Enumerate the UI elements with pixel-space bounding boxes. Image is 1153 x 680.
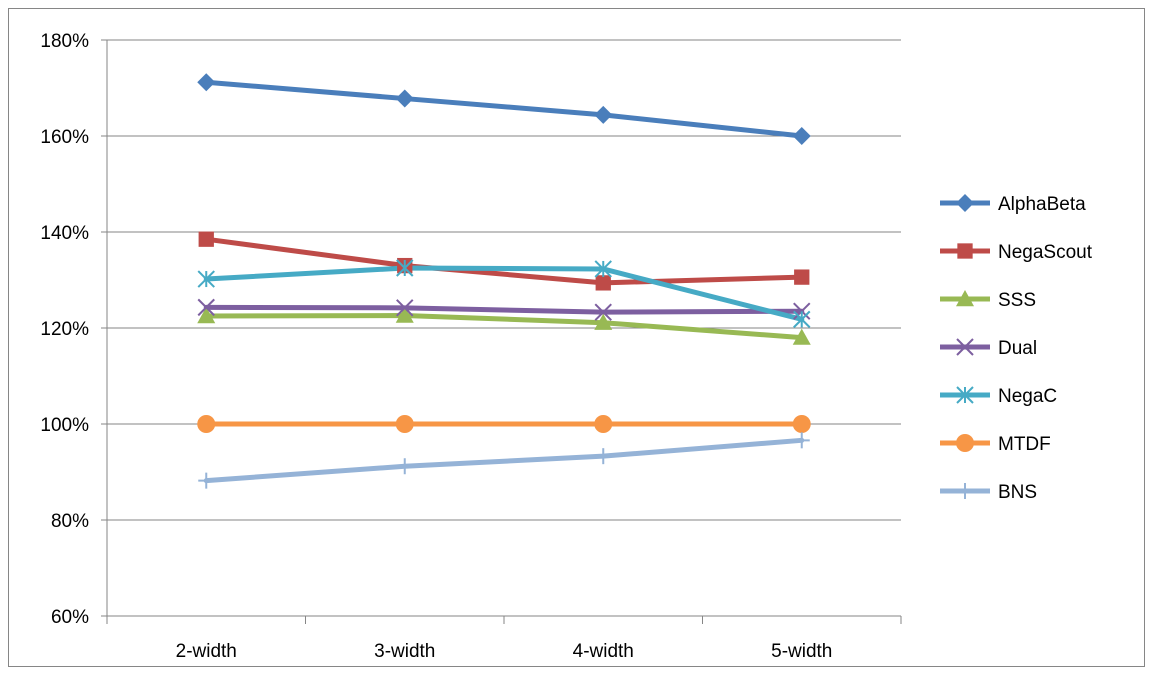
- series-line-dual: [203, 304, 805, 315]
- data-point-dual-5-width: [793, 302, 811, 320]
- data-point-negascout-2-width: [198, 231, 214, 247]
- data-point-bns-2-width: [198, 472, 215, 489]
- legend-marker-negascout: [957, 243, 973, 259]
- data-point-alphabeta-4-width: [594, 105, 613, 124]
- legend-marker-negac: [956, 386, 974, 404]
- legend-label-mtdf: MTDF: [998, 434, 1051, 455]
- legend-marker-sss: [956, 290, 974, 307]
- legend-marker-bns: [957, 483, 973, 499]
- x-tick-label-3-width: 3-width: [374, 641, 435, 662]
- series-lines: [203, 79, 805, 484]
- data-point-dual-4-width: [594, 303, 612, 321]
- data-point-sss-4-width: [594, 313, 613, 330]
- data-point-negascout-5-width: [794, 269, 810, 285]
- data-point-negac-3-width: [396, 259, 414, 277]
- y-tick-label-160: 160%: [40, 127, 89, 148]
- data-point-sss-3-width: [395, 306, 414, 323]
- data-point-bns-4-width: [595, 448, 612, 465]
- data-point-negac-2-width: [197, 270, 215, 288]
- data-point-negac-4-width: [594, 260, 612, 278]
- data-point-mtdf-3-width: [395, 415, 414, 433]
- data-point-sss-2-width: [197, 307, 216, 324]
- y-tick-label-100: 100%: [40, 415, 89, 436]
- legend-marker-dual: [956, 338, 974, 356]
- data-point-dual-2-width: [197, 298, 215, 317]
- data-point-bns-5-width: [793, 432, 810, 449]
- legend-marker-alphabeta: [956, 194, 974, 212]
- data-point-bns-3-width: [396, 458, 413, 475]
- legend-label-alphabeta: AlphaBeta: [998, 194, 1086, 215]
- chart-border: [8, 8, 1145, 667]
- data-point-alphabeta-2-width: [197, 73, 216, 92]
- x-tick-label-4-width: 4-width: [573, 641, 634, 662]
- series-line-negac: [203, 265, 805, 322]
- data-point-mtdf-5-width: [792, 415, 811, 433]
- legend-item-sss: SSS: [940, 290, 1036, 311]
- data-point-alphabeta-5-width: [792, 127, 811, 145]
- series-line-negascout: [203, 236, 805, 286]
- legend-label-bns: BNS: [998, 482, 1037, 503]
- y-tick-label-180: 180%: [40, 31, 89, 52]
- y-tick-label-60: 60%: [51, 607, 89, 628]
- legend-label-negascout: NegaScout: [998, 242, 1093, 263]
- data-point-alphabeta-3-width: [395, 89, 414, 108]
- data-point-mtdf-2-width: [197, 415, 216, 433]
- legend-label-negac: NegaC: [998, 386, 1057, 407]
- legend-item-alphabeta: AlphaBeta: [940, 194, 1086, 215]
- legend-item-negascout: NegaScout: [940, 242, 1093, 263]
- data-point-negac-5-width: [793, 310, 811, 329]
- data-point-dual-3-width: [396, 299, 414, 317]
- legend-item-mtdf: MTDF: [940, 434, 1051, 455]
- legend-label-sss: SSS: [998, 290, 1036, 311]
- data-point-negascout-4-width: [595, 275, 611, 291]
- series-line-bns: [203, 437, 805, 484]
- data-point-mtdf-4-width: [594, 415, 613, 433]
- axes: 60% 80% 100% 120% 140% 160% 180% 2-width 3-width…: [40, 31, 902, 662]
- legend: AlphaBeta NegaScout SSS Dual NegaC MTDF BNS: [940, 194, 1093, 503]
- y-tick-label-80: 80%: [51, 511, 89, 532]
- series-line-alphabeta: [203, 79, 805, 139]
- x-tick-label-2-width: 2-width: [176, 641, 237, 662]
- series-line-sss: [203, 313, 805, 341]
- y-tick-label-140: 140%: [40, 223, 89, 244]
- y-tick-label-120: 120%: [40, 319, 89, 340]
- legend-item-bns: BNS: [940, 482, 1037, 503]
- legend-marker-mtdf: [956, 434, 974, 452]
- legend-item-dual: Dual: [940, 338, 1037, 359]
- x-tick-label-5-width: 5-width: [771, 641, 832, 662]
- series-markers: [197, 73, 811, 489]
- legend-item-negac: NegaC: [940, 386, 1057, 407]
- data-point-sss-5-width: [792, 328, 811, 345]
- legend-label-dual: Dual: [998, 338, 1037, 359]
